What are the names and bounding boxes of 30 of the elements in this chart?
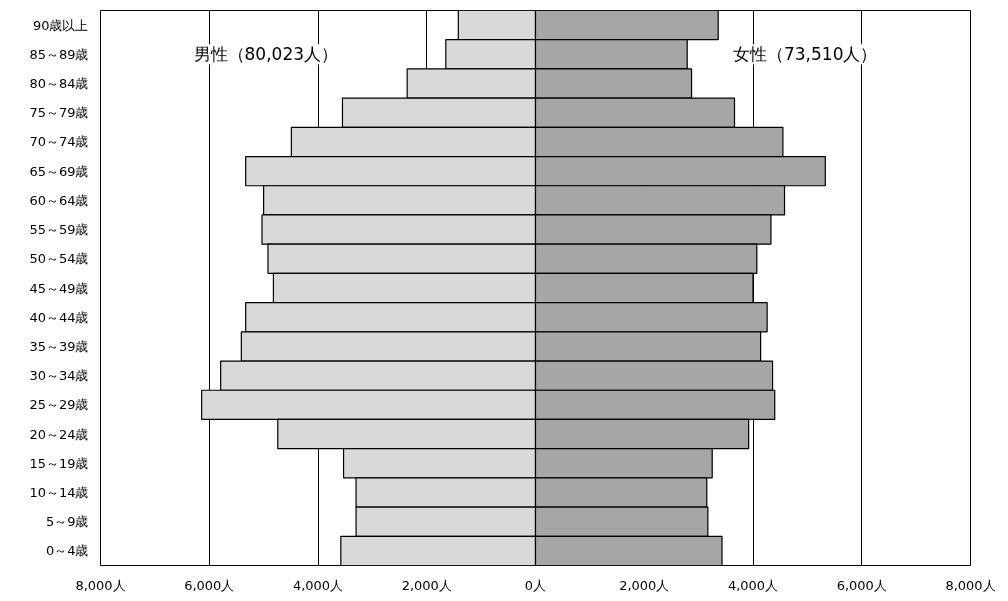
y-tick-label: 5～9歳 [45, 514, 89, 530]
x-tick-label: 4,000人 [292, 577, 344, 593]
y-tick-label: 50～54歳 [29, 251, 89, 267]
y-tick-label: 45～49歳 [29, 280, 89, 296]
y-tick-label: 10～14歳 [29, 484, 89, 500]
x-tick-label: 8,000人 [945, 577, 996, 593]
y-tick-label: 80～84歳 [29, 76, 89, 92]
y-tick-label: 60～64歳 [29, 192, 89, 208]
text: 男性（80,023人） [193, 44, 339, 65]
y-tick-label: 25～29歳 [29, 397, 89, 413]
y-tick-label: 15～19歳 [29, 455, 89, 471]
x-tick-label: 6,000人 [184, 577, 235, 593]
y-tick-label: 30～34歳 [29, 368, 89, 384]
x-tick-label: 8,000人 [75, 577, 126, 593]
x-tick-label: 0人 [524, 577, 547, 593]
y-tick-label: 0～4歳 [45, 543, 89, 559]
y-tick-label: 70～74歳 [29, 134, 89, 150]
x-tick-label: 2,000人 [619, 577, 670, 593]
y-tick-label: 40～44歳 [29, 309, 89, 325]
x-tick-label: 6,000人 [836, 577, 887, 593]
x-tick-label: 4,000人 [727, 577, 779, 593]
series-label: 女性（73,510人） [732, 44, 878, 65]
y-tick-label: 90歳以上 [32, 17, 89, 33]
x-tick-label: 2,000人 [401, 577, 452, 593]
y-tick-label: 75～79歳 [29, 105, 89, 121]
y-tick-label: 85～89歳 [29, 46, 89, 62]
y-tick-label: 35～39歳 [29, 338, 89, 354]
y-tick-label: 20～24歳 [29, 426, 89, 442]
y-tick-label: 55～59歳 [29, 222, 89, 238]
y-tick-label: 65～69歳 [29, 163, 89, 179]
